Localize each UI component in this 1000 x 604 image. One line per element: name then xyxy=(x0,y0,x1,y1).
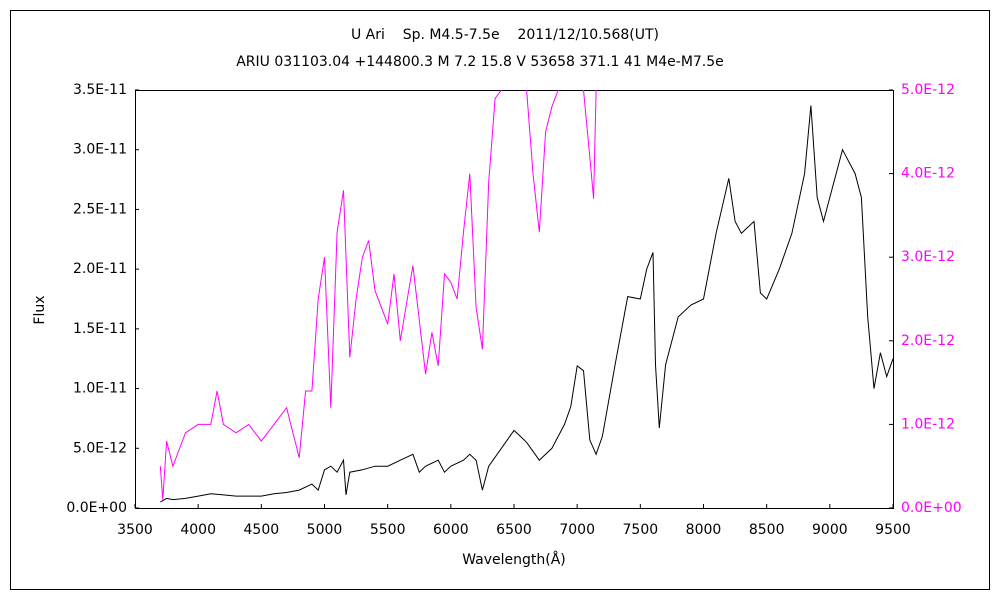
spectrum-line xyxy=(160,105,893,503)
y-tick-label: 5.0E-12 xyxy=(73,440,127,456)
y2-tick-label: 1.0E-12 xyxy=(901,416,955,432)
y-tick-label: 0.0E+00 xyxy=(66,500,127,516)
x-axis-label: Wavelength(Å) xyxy=(462,551,566,568)
plot-area xyxy=(135,90,894,509)
x-tick-label: 5000 xyxy=(307,522,343,538)
y2-tick-label: 3.0E-12 xyxy=(901,249,955,265)
x-tick-label: 3500 xyxy=(117,522,153,538)
x-tick-label: 9000 xyxy=(812,522,848,538)
y2-tick-label: 4.0E-12 xyxy=(901,166,955,182)
marks xyxy=(159,90,893,503)
frame xyxy=(10,10,990,590)
y2-tick-label: 0.0E+00 xyxy=(901,500,962,516)
x-tick-label: 6500 xyxy=(496,522,532,538)
x-tick-label: 8500 xyxy=(749,522,785,538)
x-tick-label: 8000 xyxy=(686,522,722,538)
x-tick-label: 7000 xyxy=(559,522,595,538)
y-tick-label: 1.5E-11 xyxy=(73,321,127,337)
spectrum-line xyxy=(526,90,559,233)
chart-subtitle: ARIU 031103.04 +144800.3 M 7.2 15.8 V 53… xyxy=(236,54,724,70)
spectrum-line xyxy=(159,90,502,500)
chart-title: U Ari Sp. M4.5-7.5e 2011/12/10.568(UT) xyxy=(351,27,659,43)
spectrum-line xyxy=(583,90,597,199)
x-tick-label: 6000 xyxy=(433,522,469,538)
y2-tick-label: 2.0E-12 xyxy=(901,333,955,349)
x-tick-label: 7500 xyxy=(623,522,659,538)
x-tick-label: 9500 xyxy=(875,522,911,538)
x-tick-label: 5500 xyxy=(370,522,406,538)
y-tick-label: 3.0E-11 xyxy=(73,142,127,158)
y-tick-label: 2.0E-11 xyxy=(73,261,127,277)
y-tick-label: 3.5E-11 xyxy=(73,82,127,98)
x-tick-label: 4000 xyxy=(180,522,216,538)
x-tick-label: 4500 xyxy=(244,522,280,538)
y-tick-label: 1.0E-11 xyxy=(73,381,127,397)
y-axis-label: Flux xyxy=(32,295,48,324)
y2-tick-label: 5.0E-12 xyxy=(901,82,955,98)
y-tick-label: 2.5E-11 xyxy=(73,201,127,217)
